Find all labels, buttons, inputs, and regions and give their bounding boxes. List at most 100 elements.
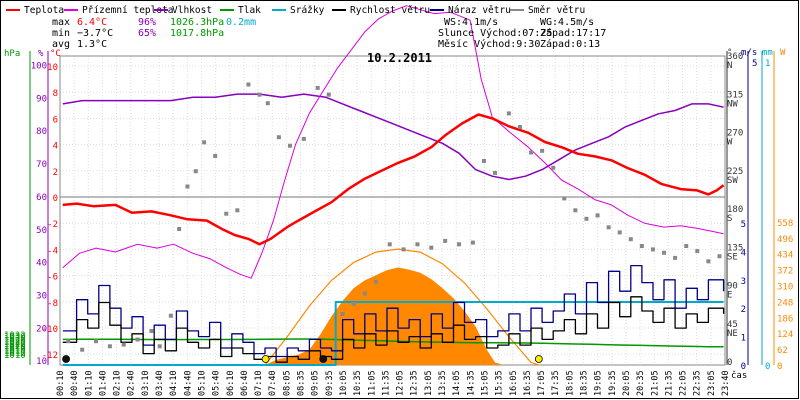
tick-mm: 0: [765, 362, 770, 372]
wind-direction-point: [287, 143, 292, 148]
tick-deg: 45: [727, 320, 738, 330]
tick-time: 10:35: [353, 370, 363, 396]
tick-time: 03:40: [155, 370, 165, 396]
tick-w: 434: [777, 251, 793, 261]
series-vlhkost: [62, 93, 724, 181]
tick-time: 08:05: [282, 370, 292, 396]
wind-direction-point: [351, 301, 356, 306]
wind-direction-point: [362, 291, 367, 296]
wind-direction-point: [415, 242, 420, 247]
tick-time: 14:05: [452, 370, 462, 396]
sunset-info: Západ:17:17: [540, 27, 606, 39]
grid: [59, 55, 726, 366]
stat-max-rain: 0.2mm: [226, 17, 256, 28]
tick-temp: -8: [47, 299, 58, 309]
tick-time: 06:10: [226, 370, 236, 396]
tick-time: 23:40: [721, 370, 731, 396]
wind-direction-point: [202, 140, 207, 145]
tick-time: 00:40: [70, 370, 80, 396]
tick-temp: 2: [53, 168, 58, 178]
unit-mm: mm: [762, 48, 773, 58]
wind-direction-point: [540, 148, 545, 153]
tick-w: 558: [777, 219, 793, 229]
tick-deg: 180: [727, 205, 743, 215]
tick-dir: NE: [727, 329, 738, 339]
stat-min-label: min: [52, 28, 70, 39]
tick-w: 186: [777, 314, 793, 324]
tick-time: 14:35: [466, 370, 476, 396]
tick-time: 01:10: [84, 370, 94, 396]
wind-direction-point: [224, 211, 229, 216]
series-smer-vetru: [66, 82, 722, 352]
wind-direction-point: [157, 344, 162, 349]
wind-direction-point: [595, 213, 600, 218]
wind-direction-point: [562, 196, 567, 201]
stat-min-press: 1017.8hPa: [170, 28, 224, 39]
tick-time: 09:05: [311, 370, 321, 396]
tick-hpa: 1030: [4, 333, 26, 343]
tick-deg: 135: [727, 243, 743, 253]
wind-direction-point: [706, 259, 711, 264]
tick-hpa: 1024: [4, 338, 26, 348]
wind-direction-point: [695, 249, 700, 254]
wind-direction-point: [506, 111, 511, 116]
series-srazky: [62, 301, 724, 366]
tick-pct: 50: [36, 226, 47, 236]
tick-time: 11:35: [381, 370, 391, 396]
wind-direction-point: [121, 342, 126, 347]
tick-hpa: 1028: [4, 334, 26, 344]
wind-direction-point: [481, 159, 486, 163]
tick-deg: 90: [727, 282, 738, 292]
wind-direction-point: [193, 169, 198, 174]
tick-time: 22:35: [693, 370, 703, 396]
unit-cas: čas: [731, 370, 747, 381]
wind-direction-point: [443, 238, 448, 243]
tick-time: 08:35: [297, 370, 307, 396]
moonrise-marker: [319, 355, 328, 363]
wind-direction-point: [213, 153, 218, 158]
wind-direction-point: [401, 247, 406, 252]
tick-pct: 70: [36, 160, 47, 170]
tick-time: 00:10: [56, 370, 66, 396]
series-naraz-vetru: [62, 264, 725, 358]
sunrise-marker: [261, 355, 270, 363]
tick-time: 21:35: [664, 370, 674, 396]
tick-time: 22:05: [679, 370, 689, 396]
wind-direction-point: [257, 92, 262, 97]
tick-ms: 0: [741, 362, 746, 372]
tick-time: 12:35: [410, 370, 420, 396]
tick-dir: E: [727, 291, 732, 301]
unit-ms: m/s: [741, 48, 757, 58]
wind-direction-point: [617, 230, 622, 235]
wind-direction-point: [80, 347, 85, 352]
series: [62, 5, 725, 366]
tick-dir: N: [727, 61, 732, 71]
wind-direction-point: [429, 245, 434, 250]
tick-pct: 80: [36, 127, 47, 137]
wind-direction-point: [673, 255, 678, 260]
wind-gust-info: WG:4.5m/s: [540, 17, 594, 28]
tick-ms: 5: [741, 220, 746, 230]
sunset-marker: [534, 355, 543, 363]
stat-max-hum: 96%: [138, 17, 156, 28]
tick-time: 10:05: [339, 370, 349, 396]
tick-time: 19:35: [608, 370, 618, 396]
tick-time: 13:05: [424, 370, 434, 396]
wind-direction-point: [265, 101, 270, 106]
wind-direction-point: [639, 244, 644, 248]
wind-direction-point: [94, 339, 99, 344]
tick-deg: 360: [727, 52, 743, 62]
wind-direction-point: [326, 92, 331, 97]
tick-dir: W: [727, 138, 733, 148]
tick-time: 19:05: [594, 370, 604, 396]
tick-hpa: 1014: [4, 347, 26, 357]
wind-direction-point: [529, 150, 534, 155]
tick-w: 372: [777, 267, 793, 277]
wind-direction-point: [185, 184, 190, 189]
tick-hpa: 1020: [4, 342, 26, 352]
tick-w: 0: [777, 362, 782, 372]
tick-hpa: 1012: [4, 349, 26, 359]
unit-pct: %: [38, 49, 44, 59]
